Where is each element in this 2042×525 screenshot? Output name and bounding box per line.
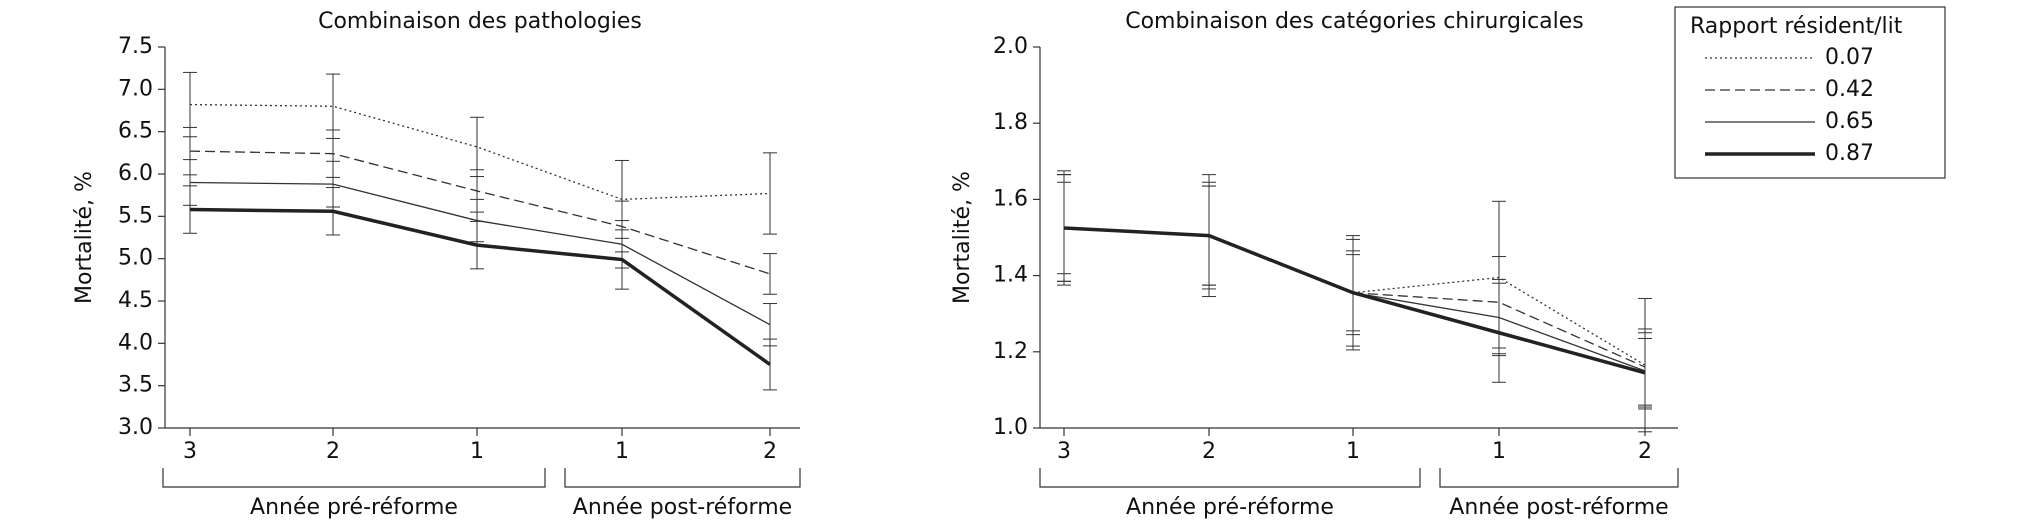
legend-label: 0.42: [1825, 77, 1874, 102]
y-tick-label: 4.5: [118, 288, 153, 313]
legend-label: 0.65: [1825, 109, 1874, 134]
series-line: [189, 207, 772, 366]
legend-title: Rapport résident/lit: [1690, 14, 1903, 39]
x-tick-label: 2: [326, 439, 340, 464]
x-tick-label: 1: [1492, 439, 1506, 464]
x-tick-label: 2: [1638, 439, 1652, 464]
y-tick-label: 7.0: [118, 76, 153, 101]
series-line: [189, 103, 771, 201]
y-tick-label: 3.0: [118, 415, 153, 440]
series-line: [189, 150, 771, 275]
group-label: Année post-réforme: [1449, 495, 1668, 520]
legend-label: 0.87: [1825, 141, 1874, 166]
group-bracket: [564, 468, 801, 488]
x-tick-label: 3: [183, 439, 197, 464]
x-tick-label: 3: [1057, 439, 1071, 464]
legend-label: 0.07: [1825, 45, 1874, 70]
y-tick-label: 5.5: [118, 203, 153, 228]
x-tick-label: 1: [470, 439, 484, 464]
x-tick-label: 2: [763, 439, 777, 464]
series-line: [1063, 226, 1646, 375]
y-tick-label: 1.6: [993, 186, 1028, 211]
chart-title: Combinaison des pathologies: [318, 9, 642, 34]
legend-box: [1674, 6, 1946, 179]
y-tick-label: 1.2: [993, 339, 1028, 364]
group-bracket: [1039, 468, 1421, 488]
y-axis-label: Mortalité, %: [950, 171, 975, 304]
group-bracket: [1439, 468, 1679, 488]
series-line: [189, 181, 771, 326]
x-tick-label: 2: [1202, 439, 1216, 464]
group-label: Année post-réforme: [573, 495, 792, 520]
group-bracket: [162, 468, 546, 488]
y-tick-label: 4.0: [118, 330, 153, 355]
x-tick-label: 1: [615, 439, 629, 464]
x-tick-label: 1: [1346, 439, 1360, 464]
group-label: Année pré-réforme: [250, 495, 458, 520]
series-line: [1063, 227, 1646, 366]
y-tick-label: 5.0: [118, 246, 153, 271]
y-tick-label: 7.5: [118, 34, 153, 59]
y-tick-label: 6.5: [118, 119, 153, 144]
y-tick-label: 1.8: [993, 110, 1028, 135]
y-tick-label: 6.0: [118, 161, 153, 186]
chart-title: Combinaison des catégories chirurgicales: [1125, 9, 1584, 34]
y-tick-label: 1.0: [993, 415, 1028, 440]
group-label: Année pré-réforme: [1126, 495, 1334, 520]
y-axis-label: Mortalité, %: [72, 171, 97, 304]
y-tick-label: 1.4: [993, 263, 1028, 288]
y-tick-label: 2.0: [993, 34, 1028, 59]
y-tick-label: 3.5: [118, 373, 153, 398]
